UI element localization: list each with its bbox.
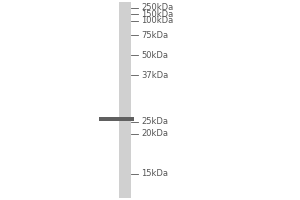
Text: 37kDa: 37kDa (141, 71, 168, 79)
Text: 20kDa: 20kDa (141, 130, 168, 138)
Text: 50kDa: 50kDa (141, 50, 168, 60)
Text: 25kDa: 25kDa (141, 117, 168, 127)
Text: 150kDa: 150kDa (141, 10, 173, 19)
Bar (118, 2, 130, 198)
Text: 15kDa: 15kDa (141, 170, 168, 178)
Text: 75kDa: 75kDa (141, 30, 168, 40)
Text: 250kDa: 250kDa (141, 3, 173, 12)
Bar (99, 117, 134, 121)
Text: 100kDa: 100kDa (141, 16, 173, 25)
